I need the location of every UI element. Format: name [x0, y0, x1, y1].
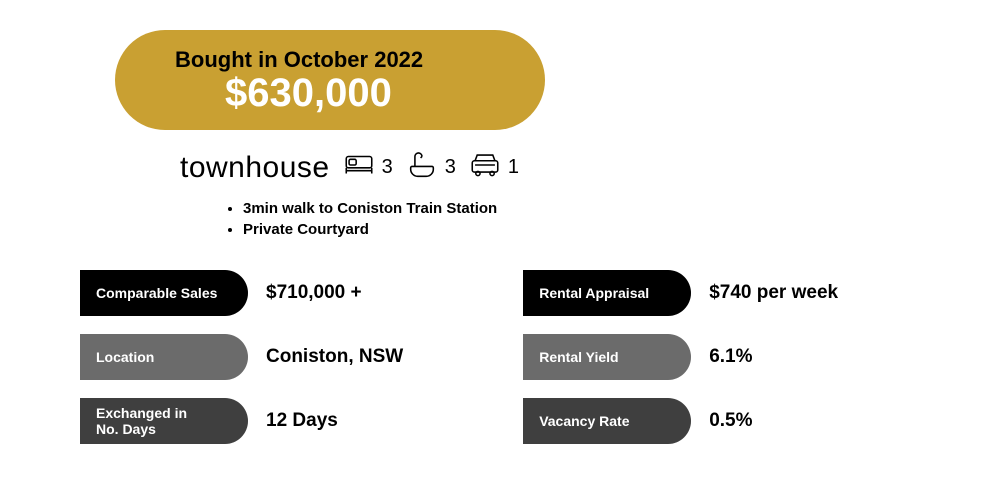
hero-label: Bought in October 2022 [175, 47, 545, 73]
feature-bullet: Private Courtyard [243, 219, 497, 240]
stat-pill-rental-appraisal: Rental Appraisal [523, 270, 691, 316]
property-type: townhouse [180, 151, 330, 185]
stat-row: Vacancy Rate 0.5% [523, 398, 838, 444]
stat-row: Comparable Sales $710,000 + [80, 270, 403, 316]
hero-pill: Bought in October 2022 $630,000 [115, 30, 545, 130]
stat-value: $740 per week [709, 282, 838, 304]
stat-value: 0.5% [709, 410, 752, 432]
baths-count: 3 [445, 156, 456, 179]
stat-pill-exchanged: Exchanged in No. Days [80, 398, 248, 444]
stat-label: Location [96, 349, 154, 365]
stat-value: 6.1% [709, 346, 752, 368]
hero-price: $630,000 [225, 73, 545, 113]
stat-pill-vacancy-rate: Vacancy Rate [523, 398, 691, 444]
bed-icon [342, 148, 376, 187]
stat-label: Vacancy Rate [539, 413, 629, 429]
stat-value: 12 Days [266, 410, 338, 432]
stat-value: Coniston, NSW [266, 346, 403, 368]
bath-icon [405, 148, 439, 187]
car-icon [468, 148, 502, 187]
stats-left-col: Comparable Sales $710,000 + Location Con… [80, 270, 403, 444]
stat-row: Exchanged in No. Days 12 Days [80, 398, 403, 444]
stats-right-col: Rental Appraisal $740 per week Rental Yi… [523, 270, 838, 444]
baths-group: 3 [405, 148, 456, 187]
stat-label: Rental Appraisal [539, 285, 649, 301]
stat-pill-location: Location [80, 334, 248, 380]
stat-label: Exchanged in No. Days [96, 405, 187, 437]
stat-pill-comparable-sales: Comparable Sales [80, 270, 248, 316]
stat-pill-rental-yield: Rental Yield [523, 334, 691, 380]
stats-grid: Comparable Sales $710,000 + Location Con… [80, 270, 838, 444]
stat-label: Comparable Sales [96, 285, 217, 301]
stat-row: Location Coniston, NSW [80, 334, 403, 380]
stat-label: Rental Yield [539, 349, 618, 365]
property-type-row: townhouse 3 3 [180, 148, 519, 187]
stat-row: Rental Yield 6.1% [523, 334, 838, 380]
cars-count: 1 [508, 156, 519, 179]
stat-value: $710,000 + [266, 282, 362, 304]
beds-count: 3 [382, 156, 393, 179]
feature-bullets: 3min walk to Coniston Train Station Priv… [225, 198, 497, 240]
feature-bullet: 3min walk to Coniston Train Station [243, 198, 497, 219]
beds-group: 3 [342, 148, 393, 187]
cars-group: 1 [468, 148, 519, 187]
stat-row: Rental Appraisal $740 per week [523, 270, 838, 316]
